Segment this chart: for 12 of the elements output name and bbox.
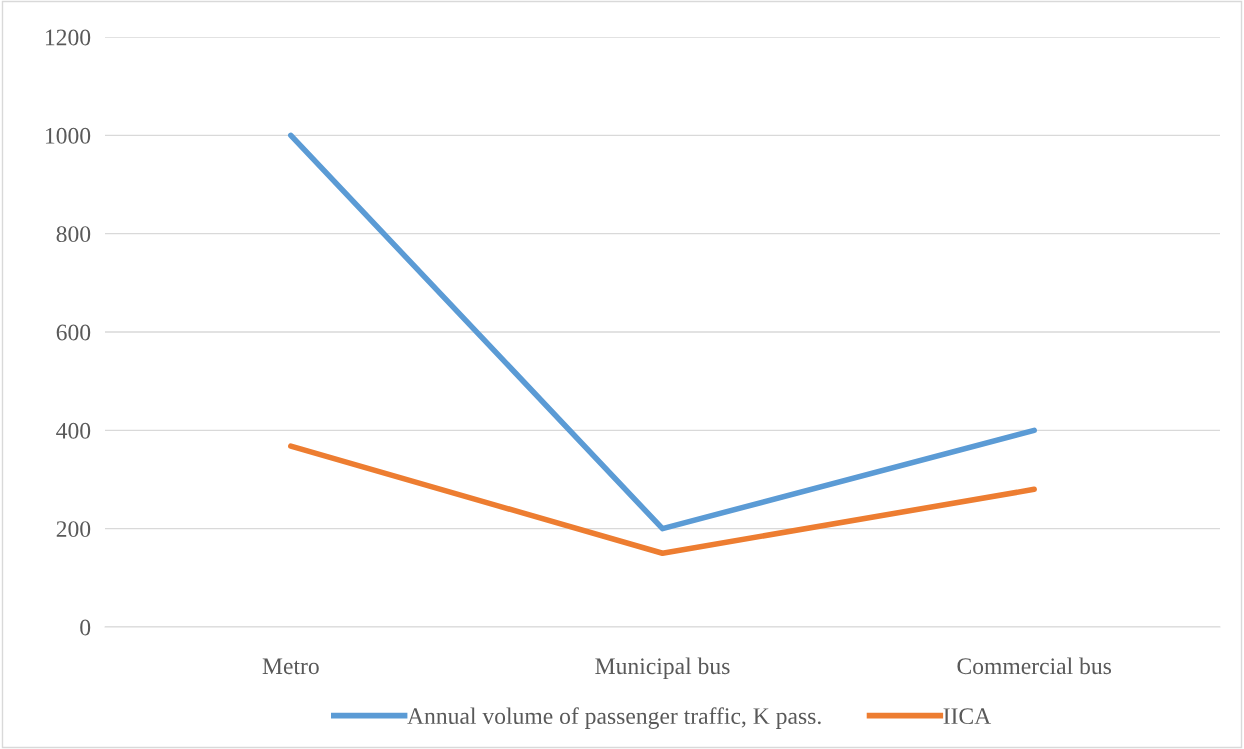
x-tick-label: Municipal bus	[595, 657, 730, 679]
legend-label: Annual volume of passenger traffic, K pass.	[407, 707, 821, 729]
y-tick-label: 800	[56, 226, 91, 243]
x-tick-label: Metro	[262, 658, 319, 675]
y-tick-label: 1000	[45, 127, 91, 144]
y-tick-label: 400	[56, 422, 91, 439]
y-tick-label: 1200	[45, 29, 91, 46]
x-tick-label: Commercial bus	[957, 657, 1112, 675]
legend-label: IICA	[943, 708, 992, 725]
y-tick-label: 600	[56, 324, 91, 341]
y-tick-label: 0	[80, 619, 91, 636]
y-tick-label: 200	[56, 521, 91, 538]
